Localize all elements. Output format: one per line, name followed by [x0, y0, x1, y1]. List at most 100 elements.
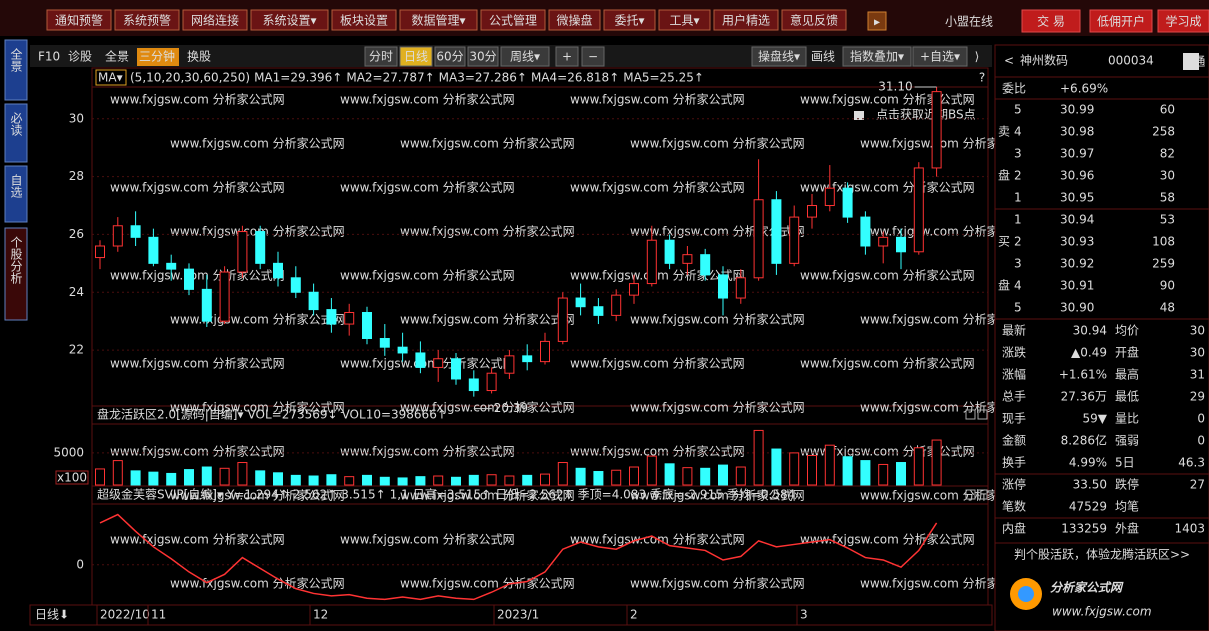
toolbar-button[interactable]	[114, 9, 180, 31]
quote-label: 量比	[1115, 412, 1139, 426]
side-tab[interactable]	[4, 165, 28, 223]
watermark: www.fxjgsw.com 分析家公式网	[400, 488, 575, 503]
indicator-value: MA3=27.286↑	[439, 71, 527, 85]
candle-body	[771, 199, 782, 264]
quote-label: 涨停	[1002, 477, 1026, 492]
period-label: −	[588, 50, 598, 64]
x-axis	[29, 604, 993, 626]
side-tab-label: 个股分析	[9, 236, 23, 285]
volume-bar	[148, 471, 159, 486]
active-tab[interactable]	[137, 48, 179, 66]
action-button[interactable]	[1021, 9, 1081, 33]
tool-button[interactable]	[912, 46, 968, 67]
quote-label: 笔数	[1002, 499, 1026, 514]
watermark: www.fxjgsw.com 分析家公式网	[340, 92, 515, 107]
toolbar-button[interactable]	[603, 9, 656, 31]
candle-body	[593, 306, 604, 316]
period-button[interactable]	[467, 46, 499, 67]
period-button[interactable]	[500, 46, 550, 67]
candle-body	[646, 239, 657, 285]
candle-body	[308, 291, 319, 311]
volume-bar	[166, 472, 177, 486]
quote-label: 均价	[1115, 324, 1139, 338]
book-price: 30.92	[1060, 257, 1094, 271]
action-button-label: 低佣开户	[1097, 14, 1145, 29]
more-icon: ▸	[874, 15, 880, 29]
panel-header	[91, 485, 989, 505]
toolbar-button[interactable]	[548, 9, 601, 31]
ma-params: (5,10,20,30,60,250)	[130, 71, 250, 85]
volume-bar	[842, 456, 853, 486]
toolbar-button-label: 工具▾	[669, 14, 699, 28]
period-label: 30分	[469, 50, 496, 64]
candle-body	[682, 254, 693, 264]
volume-bar	[451, 476, 461, 486]
quote-label: 金额	[1002, 433, 1026, 448]
book-volume: 30	[1160, 169, 1175, 183]
watermark: www.fxjgsw.com 分析家公式网	[340, 532, 515, 547]
legend-box[interactable]	[95, 69, 127, 86]
toolbar-button[interactable]	[781, 9, 847, 31]
tool-label: +自选▾	[920, 50, 960, 64]
period-button[interactable]	[434, 46, 466, 67]
toolbar-button[interactable]	[250, 9, 329, 31]
toolbar-button-label: 通知预警	[55, 13, 103, 28]
panel-button[interactable]	[965, 489, 976, 500]
toolbar-button[interactable]	[331, 9, 397, 31]
lock-icon[interactable]	[854, 111, 864, 120]
candle-body	[824, 187, 835, 207]
watermark: www.fxjgsw.com 分析家公式网	[800, 356, 975, 371]
panel-title: 盘龙活跃区2.0[源码|自编]▾	[97, 407, 244, 422]
volume-bar	[379, 476, 390, 486]
action-button[interactable]	[1089, 9, 1153, 33]
period-button[interactable]	[555, 46, 579, 67]
book-level: 3	[1014, 147, 1022, 161]
period-button[interactable]	[399, 46, 433, 67]
ma-selector: MA▾	[98, 71, 123, 85]
volume-bar	[931, 439, 942, 486]
ratio-value: +6.69%	[1060, 82, 1108, 96]
period-button[interactable]	[364, 46, 398, 67]
y-tick-label: 24	[69, 285, 84, 299]
candle-body	[486, 372, 497, 392]
toolbar-button[interactable]	[713, 9, 779, 31]
panel-header	[91, 67, 989, 88]
toolbar-button[interactable]	[182, 9, 248, 31]
watermark: www.fxjgsw.com 分析家公式网	[340, 444, 515, 459]
panel-button[interactable]	[977, 409, 988, 420]
book-level: 2	[1014, 235, 1022, 249]
book-volume: 259	[1152, 257, 1175, 271]
toolbar-button[interactable]	[480, 9, 546, 31]
toolbar-button[interactable]	[399, 9, 478, 31]
candle-body	[130, 225, 141, 238]
watermark: www.fxjgsw.com 分析家公式网	[400, 312, 575, 327]
candle-body	[842, 187, 853, 218]
indicator-value: VOL=273569↓	[248, 408, 338, 422]
quote-value: 29	[1190, 390, 1205, 404]
side-tab[interactable]	[4, 103, 28, 163]
quote-value: 30.94	[1073, 324, 1107, 338]
action-button[interactable]	[1157, 9, 1209, 33]
tool-button[interactable]	[751, 46, 807, 67]
book-volume: 90	[1160, 279, 1175, 293]
candle-body	[255, 231, 266, 264]
panel-title: 超级金芙蓉SVIP[自编]▾	[97, 487, 223, 502]
side-tab[interactable]	[4, 227, 28, 321]
quote-value: 31	[1190, 368, 1205, 382]
tool-button[interactable]	[842, 46, 912, 67]
period-indicator: 日线⬇	[35, 608, 69, 622]
side-tab[interactable]	[4, 39, 28, 101]
indicator-line	[99, 513, 938, 601]
toolbar-button[interactable]	[658, 9, 711, 31]
badge[interactable]	[1183, 53, 1199, 70]
toolbar-button[interactable]	[46, 9, 112, 31]
more-button[interactable]	[867, 11, 887, 31]
panel-button[interactable]	[965, 409, 976, 420]
quote-value: 27	[1190, 478, 1205, 492]
period-button[interactable]	[581, 46, 605, 67]
panel-button[interactable]	[977, 489, 988, 500]
y-tick-label: 0	[76, 557, 84, 571]
low-label: 20.39	[494, 401, 528, 415]
watermark: www.fxjgsw.com 分析家公式网	[340, 180, 515, 195]
